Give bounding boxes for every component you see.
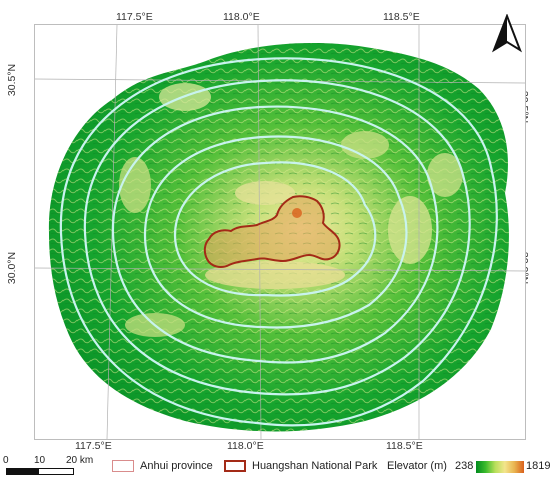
elevation-max: 1819 — [526, 460, 550, 472]
elevation-colorbar — [476, 461, 524, 473]
scale-tick-20: 20 km — [66, 455, 94, 466]
buffer-rings — [59, 57, 498, 427]
scale-tick-10: 10 — [34, 455, 46, 466]
lat-label-left-2: 30.0°N — [6, 251, 19, 285]
north-arrow-icon — [492, 14, 522, 53]
highland-patches — [119, 83, 463, 337]
elevation-title: Elevator (m) — [387, 460, 447, 472]
elevation-min: 238 — [455, 460, 474, 472]
park-peak — [292, 208, 302, 218]
legend-anhui: Anhui province — [112, 460, 213, 472]
lon-label-bottom-2: 118.0°E — [227, 440, 264, 452]
lon-label-bottom-3: 118.5°E — [386, 440, 423, 452]
legend-park: Huangshan National Park — [224, 460, 377, 472]
anhui-swatch — [112, 460, 134, 472]
scale-tick-0: 0 — [3, 455, 9, 466]
scale-bar-black — [6, 468, 40, 475]
park-boundary — [203, 195, 341, 268]
map-frame[interactable] — [34, 24, 526, 440]
lon-label-top-2: 118.0°E — [223, 11, 260, 23]
lat-label-left-1: 30.5°N — [6, 63, 19, 97]
lon-label-top-1: 117.5°E — [116, 11, 153, 23]
park-label: Huangshan National Park — [252, 460, 378, 472]
scale-bar-white — [38, 468, 74, 475]
park-swatch — [224, 460, 246, 472]
anhui-label: Anhui province — [140, 460, 213, 472]
lon-label-top-3: 118.5°E — [383, 11, 420, 23]
map-canvas — [35, 25, 525, 439]
lon-label-bottom-1: 117.5°E — [75, 440, 112, 452]
